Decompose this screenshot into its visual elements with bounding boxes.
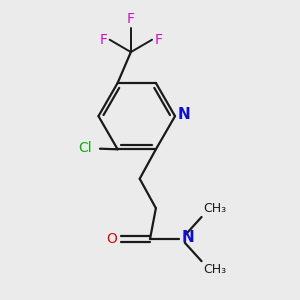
Text: CH₃: CH₃	[204, 202, 227, 215]
Text: O: O	[106, 232, 117, 246]
Text: F: F	[127, 12, 135, 26]
Text: N: N	[177, 107, 190, 122]
Text: CH₃: CH₃	[204, 263, 227, 276]
Text: F: F	[154, 33, 162, 47]
Text: Cl: Cl	[78, 141, 92, 155]
Text: F: F	[99, 33, 107, 47]
Text: N: N	[181, 230, 194, 245]
